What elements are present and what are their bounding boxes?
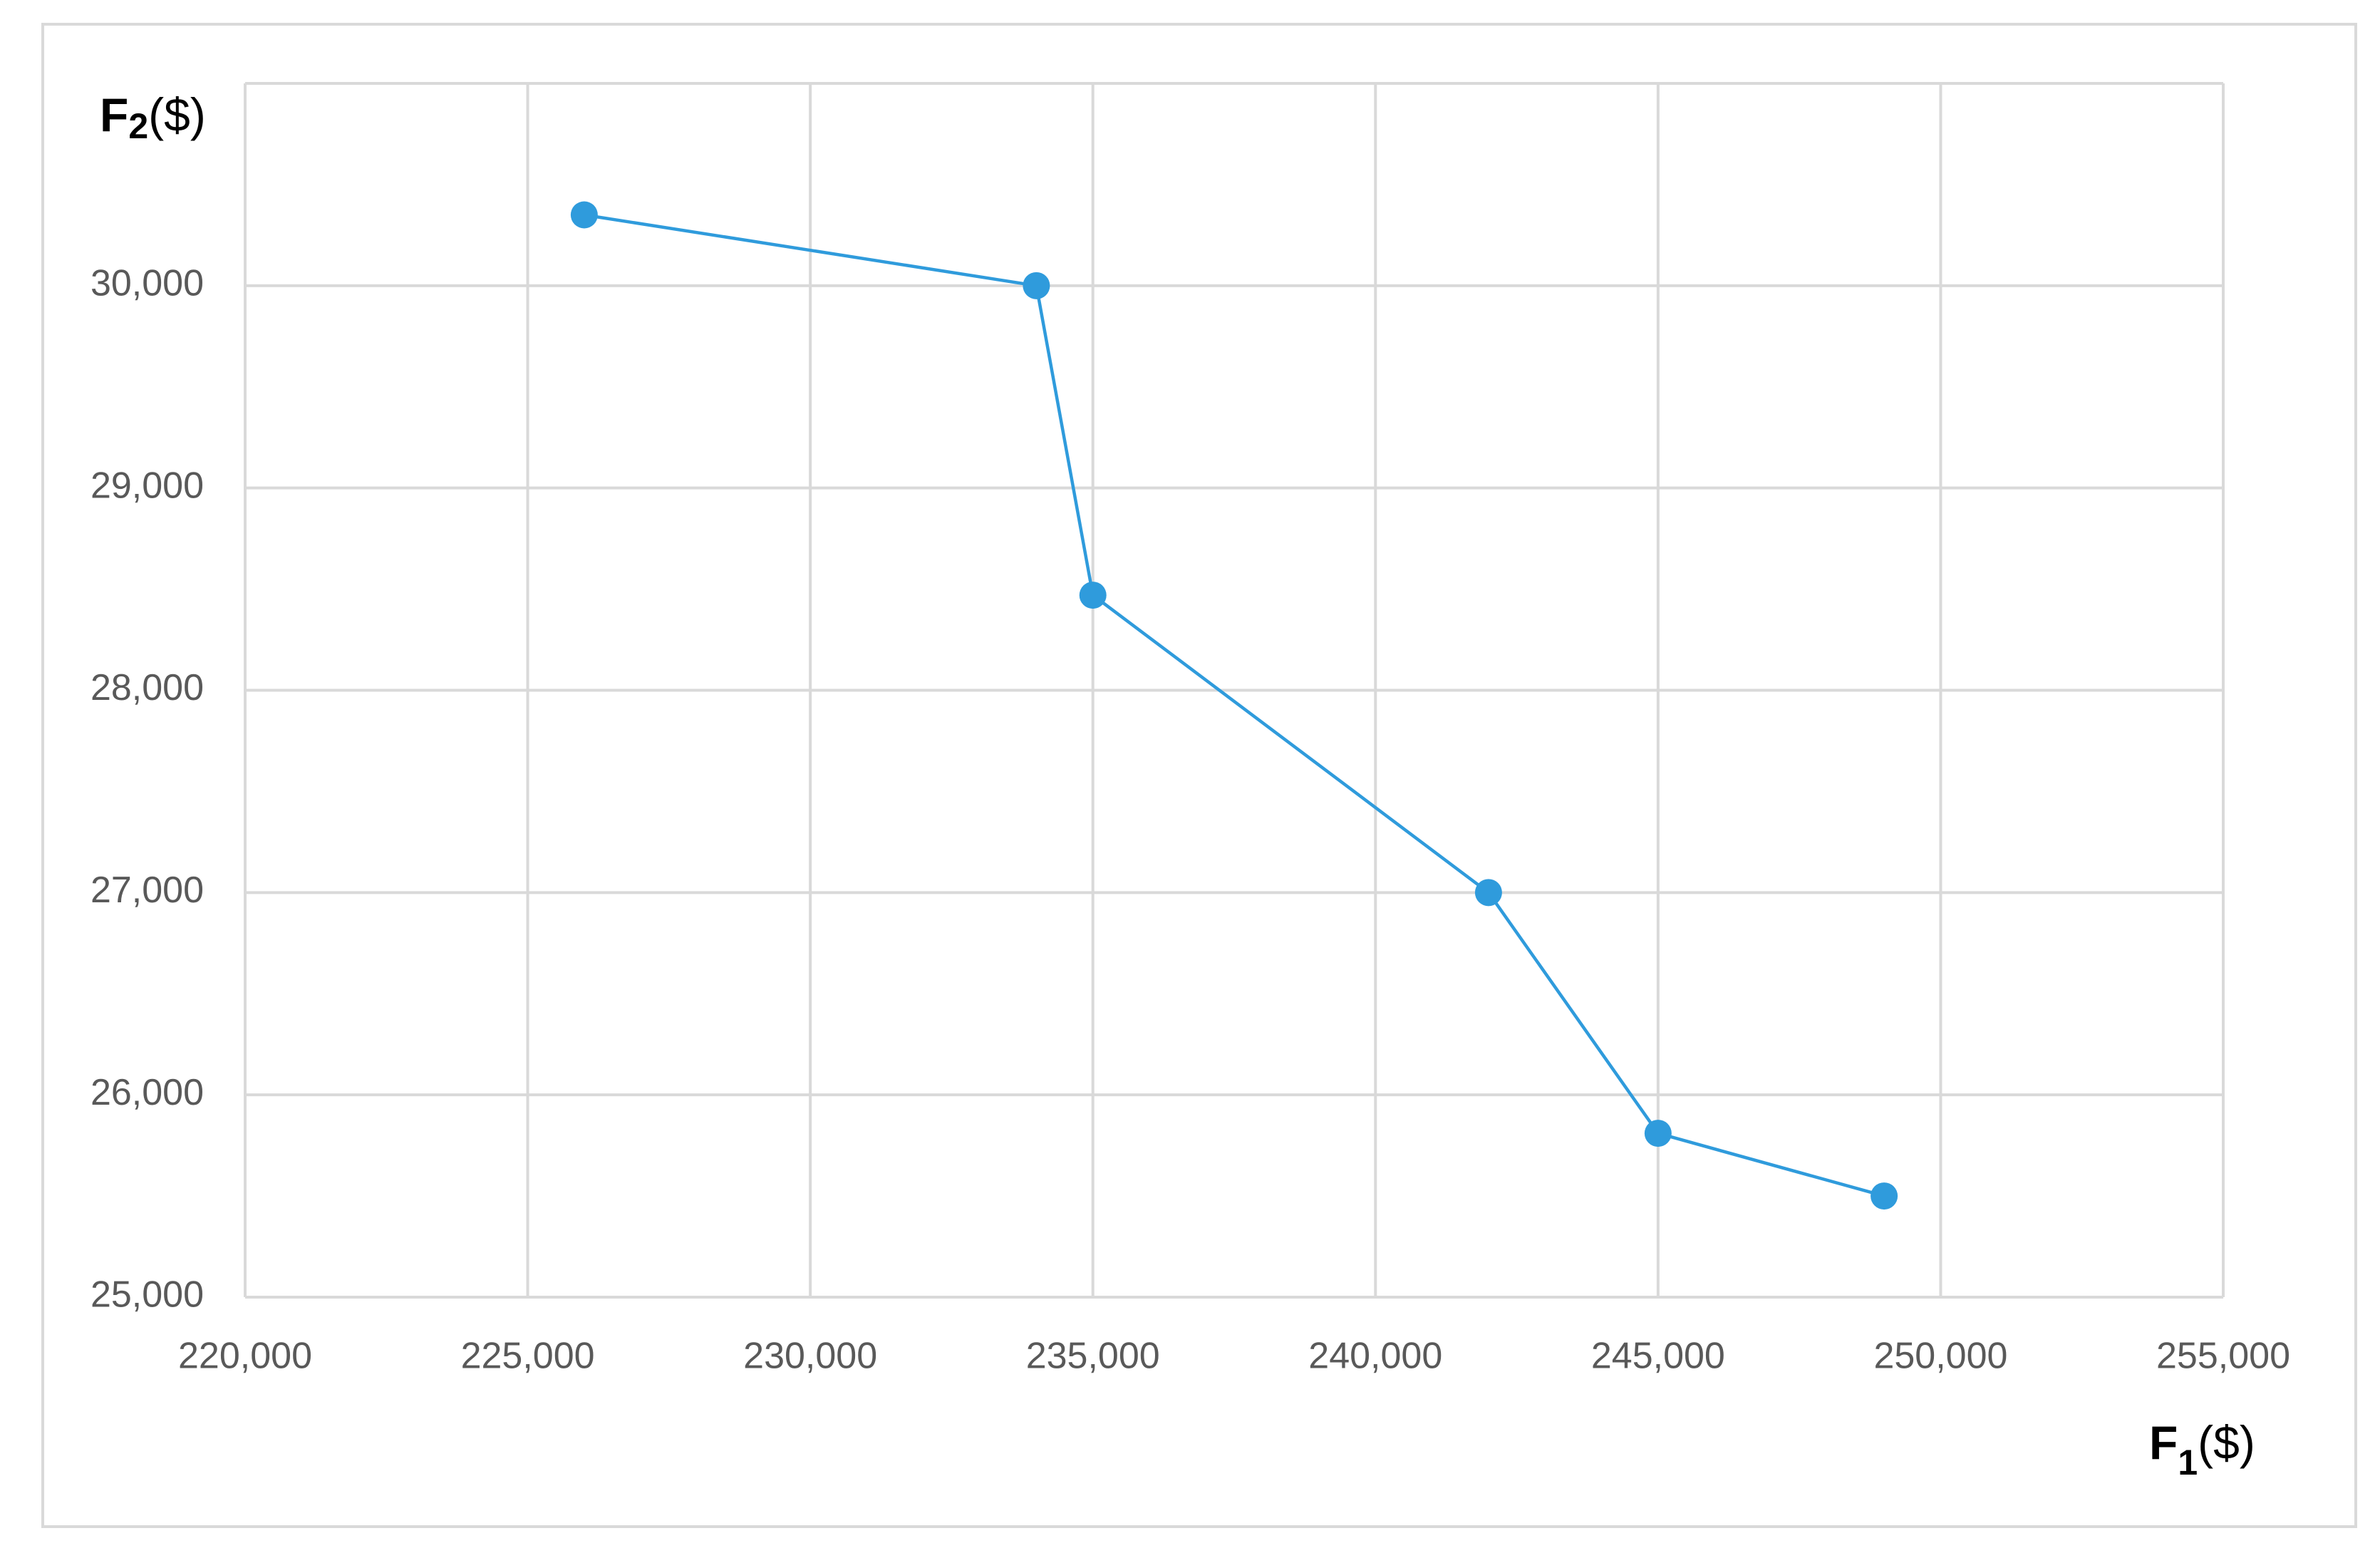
x-tick-label: 225,000 [461, 1336, 595, 1377]
y-tick-label: 28,000 [90, 667, 204, 708]
x-tick-label: 250,000 [1873, 1336, 2007, 1377]
y-axis-title-main: F [100, 88, 128, 141]
x-axis-title-unit: ($) [2198, 1416, 2255, 1469]
chart-frame [41, 23, 2357, 1528]
y-tick-label: 27,000 [90, 870, 204, 911]
y-tick-label: 30,000 [90, 263, 204, 304]
y-axis-title-unit: ($) [148, 88, 206, 141]
data-point [1871, 1182, 1898, 1210]
y-axis-title: F2($) [100, 88, 206, 146]
x-tick-label: 255,000 [2156, 1336, 2290, 1377]
x-axis-title-sub: 1 [2178, 1443, 2198, 1482]
data-point [1474, 879, 1502, 907]
y-tick-label: 26,000 [90, 1072, 204, 1113]
data-point [1079, 582, 1107, 609]
y-axis-title-sub: 2 [128, 106, 148, 146]
data-point [1023, 272, 1050, 299]
x-tick-label: 245,000 [1591, 1336, 1725, 1377]
x-axis-title: F1($) [2149, 1416, 2255, 1482]
y-tick-label: 25,000 [90, 1274, 204, 1316]
data-point [570, 201, 598, 229]
x-tick-label: 235,000 [1026, 1336, 1160, 1377]
x-axis-title-main: F [2149, 1416, 2178, 1469]
x-tick-label: 240,000 [1308, 1336, 1442, 1377]
x-tick-label: 230,000 [743, 1336, 877, 1377]
series-line [584, 213, 1885, 1198]
x-tick-label: 220,000 [178, 1336, 312, 1377]
data-point [1644, 1120, 1672, 1147]
y-tick-label: 29,000 [90, 465, 204, 506]
